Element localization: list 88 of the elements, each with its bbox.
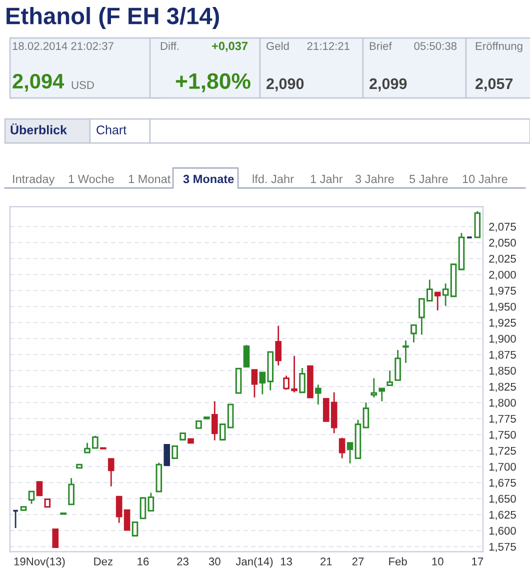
text: Intraday [13, 174, 55, 186]
candlestick [410, 324, 417, 344]
candlestick [370, 378, 378, 398]
candlestick [315, 384, 322, 406]
chart-title: Ethanol (F EH 3/14) [6, 6, 219, 30]
text: Brief [370, 42, 392, 50]
candlestick [346, 442, 354, 464]
candlestick [28, 490, 35, 504]
y-tick-label: 1,850 [489, 366, 516, 376]
text: 5 Jahre [409, 174, 448, 184]
candlestick [52, 528, 59, 548]
y-tick-label: 1,825 [489, 382, 516, 392]
text: 3 Monate [183, 174, 234, 184]
y-tick-label: 1,900 [489, 334, 516, 344]
x-tick-label: 17 [472, 558, 484, 566]
candlestick [402, 340, 409, 364]
y-tick-label: 1,650 [489, 494, 516, 504]
x-tick-label: 13 [280, 558, 292, 566]
y-tick-label: 1,575 [489, 542, 516, 552]
text: 2,090 [266, 78, 304, 92]
candlestick [362, 402, 370, 428]
candlestick [394, 349, 401, 381]
text: 1 Woche [68, 174, 114, 184]
y-tick-label: 1,975 [489, 286, 516, 296]
x-tick-label: 27 [352, 558, 364, 566]
y-tick-label: 1,675 [489, 478, 516, 488]
y-tick-label: 1,875 [489, 350, 516, 360]
y-tick-label: 2,075 [489, 222, 516, 232]
candlestick [116, 496, 122, 524]
x-tick-label: 21 [320, 558, 332, 566]
y-tick-label: 1,725 [489, 446, 516, 456]
x-tick-label: Feb [389, 557, 407, 566]
candlestick [172, 445, 178, 460]
candlestick [108, 458, 114, 488]
x-tick-label: 16 [138, 558, 149, 566]
text: Diff. [160, 42, 179, 50]
text: 05:50:38 [414, 42, 457, 50]
text: 10 Jahre [462, 174, 508, 184]
text: Überblick [10, 124, 67, 134]
y-tick-label: 1,600 [489, 526, 516, 536]
text: 18.02.2014 21:02:37 [12, 42, 114, 50]
x-tick-label: 30 [208, 558, 220, 566]
y-tick-label: 2,050 [489, 238, 516, 248]
y-tick-label: 1,700 [489, 462, 516, 472]
y-tick-label: 1,775 [489, 414, 516, 424]
text: 21:12:21 [307, 42, 350, 50]
candlestick [275, 325, 282, 366]
text: 2,057 [476, 78, 513, 92]
x-tick-label: 10 [432, 558, 444, 566]
y-tick-label: 1,800 [489, 398, 516, 408]
text: 3 Jahre [355, 174, 394, 184]
y-tick-label: 1,750 [489, 430, 516, 440]
candlestick [386, 370, 393, 386]
text: lfd. Jahr [252, 174, 294, 184]
x-tick-label: Dez [94, 558, 112, 566]
candlestick [299, 367, 306, 394]
candlestick [211, 400, 218, 442]
x-tick-label: 19Nov(13) [14, 557, 65, 568]
candlestick [68, 477, 74, 506]
candlestick [338, 437, 346, 459]
text: USD [72, 81, 94, 89]
text: 2,094 [12, 74, 64, 92]
text: 2,099 [370, 78, 407, 92]
text: 1 Monat [128, 174, 171, 184]
text: Chart [96, 125, 126, 134]
candlestick [164, 444, 170, 466]
candlestick [378, 388, 386, 402]
y-tick-label: 2,025 [489, 254, 516, 264]
x-tick-label: Jan(14) [236, 557, 273, 568]
text: +0,037 [212, 42, 248, 52]
text: Geld [266, 42, 289, 50]
y-tick-label: 1,925 [489, 318, 516, 328]
candlestick [442, 282, 449, 307]
candlestick [132, 521, 138, 536]
candlestick [124, 509, 130, 531]
text: 1 Jahr [310, 174, 343, 184]
text: Eröffnung [476, 42, 522, 52]
candlestick [140, 497, 146, 520]
y-tick-label: 1,950 [489, 302, 516, 312]
candlestick [243, 344, 250, 368]
candlestick [36, 481, 43, 496]
x-tick-label: 23 [177, 558, 188, 566]
candlestick [434, 292, 441, 312]
candlestick [148, 492, 154, 512]
text: +1,80% [176, 73, 250, 92]
y-tick-label: 2,000 [489, 270, 516, 280]
y-tick-label: 1,625 [489, 510, 516, 520]
candlestick [251, 369, 258, 398]
